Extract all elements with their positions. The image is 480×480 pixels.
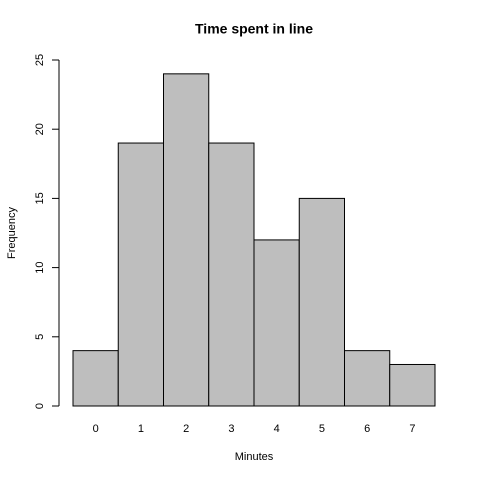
x-axis-label: Minutes [235,451,274,463]
x-tick-label: 2 [183,423,189,435]
x-tick-label: 5 [319,423,325,435]
bar [72,350,119,407]
bar [389,363,436,407]
bar [253,239,300,407]
y-tick-label: 20 [34,123,46,135]
chart-title: Time spent in line [195,21,313,37]
y-axis-label: Frequency [6,207,18,259]
y-tick-label: 25 [34,54,46,66]
bar [163,73,210,407]
y-tick-label: 15 [34,192,46,204]
x-tick-label: 3 [228,423,234,435]
bar [208,142,255,407]
x-tick-label: 6 [364,423,370,435]
x-tick-label: 7 [409,423,415,435]
y-tick-label: 5 [34,334,46,340]
bar [298,197,345,407]
y-tick-label: 0 [34,403,46,409]
x-tick-label: 0 [93,423,99,435]
bar [117,142,164,407]
x-tick-label: 4 [274,423,280,435]
x-tick-label: 1 [138,423,144,435]
bar [344,350,391,407]
y-tick-label: 10 [34,261,46,273]
